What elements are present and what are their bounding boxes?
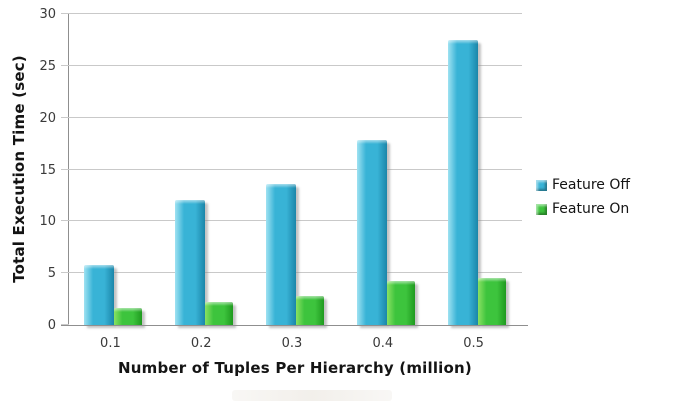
bar-feature-off-0.2 — [175, 199, 206, 325]
bar-feature-off-0.1 — [84, 264, 115, 325]
x-tick-label: 0.1 — [100, 336, 121, 351]
y-tick-label: 5 — [47, 266, 56, 282]
y-tick-label: 0 — [47, 318, 56, 333]
y-tick-mark — [61, 168, 69, 170]
y-tick-label: 15 — [39, 162, 56, 178]
bar-feature-on-0.4 — [386, 281, 415, 325]
bar-feature-on-0.3 — [296, 295, 324, 325]
x-tick-label: 0.2 — [190, 336, 212, 351]
gridline — [69, 13, 522, 14]
bar-feature-on-0.2 — [205, 302, 234, 325]
x-axis-title: Number of Tuples Per Hierarchy (million) — [118, 359, 472, 377]
legend-swatch-feature-off — [536, 180, 547, 191]
legend-swatch-feature-on — [536, 204, 547, 215]
faint-watermark — [232, 390, 392, 401]
bar-feature-on-0.1 — [114, 308, 143, 325]
y-tick-label: 10 — [39, 214, 56, 230]
gridline — [69, 64, 522, 66]
x-tick-label: 0.4 — [372, 336, 394, 351]
y-tick-mark — [61, 64, 69, 66]
gridline — [69, 168, 522, 170]
bar-feature-off-0.4 — [356, 140, 387, 325]
legend-label: Feature On — [552, 201, 630, 217]
legend-item-feature-off: Feature Off — [536, 178, 630, 193]
legend-label: Feature Off — [552, 177, 631, 193]
x-tick-label: 0.5 — [463, 336, 484, 351]
y-tick-mark — [61, 13, 69, 14]
plot-area — [61, 13, 522, 325]
x-axis-line — [61, 325, 528, 326]
legend-item-feature-on: Feature On — [536, 202, 630, 217]
y-tick-mark — [61, 116, 69, 118]
y-tick-label: 25 — [39, 58, 56, 74]
gridline — [69, 116, 522, 118]
y-tick-label: 20 — [39, 110, 56, 126]
y-tick-mark — [61, 324, 69, 325]
y-tick-mark — [61, 272, 69, 274]
legend: Feature Off Feature On — [536, 178, 630, 226]
bar-feature-on-0.5 — [477, 278, 506, 325]
bar-feature-off-0.3 — [266, 184, 296, 325]
x-tick-label: 0.3 — [281, 336, 303, 351]
bar-feature-off-0.5 — [447, 39, 478, 325]
y-tick-mark — [61, 220, 69, 222]
y-tick-label: 30 — [39, 7, 56, 22]
